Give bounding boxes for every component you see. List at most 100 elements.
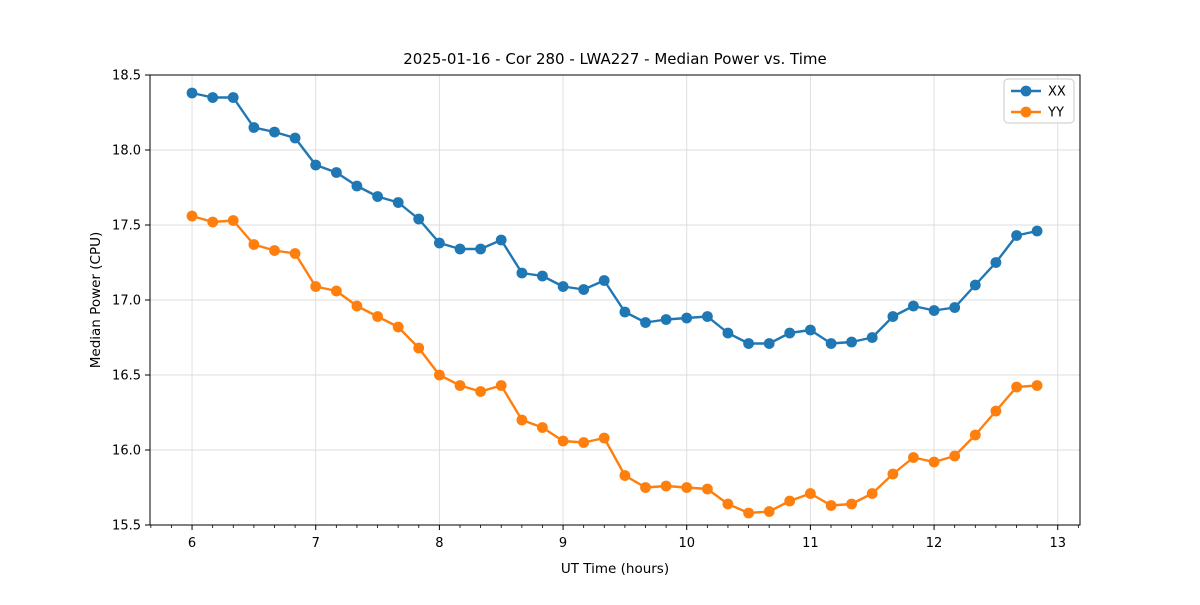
series-XX-marker bbox=[784, 327, 796, 339]
series-YY-marker bbox=[660, 480, 672, 492]
series-XX-marker bbox=[578, 284, 590, 295]
series-XX-marker bbox=[640, 317, 651, 328]
series-XX-marker bbox=[681, 312, 693, 324]
series-YY-marker bbox=[1011, 381, 1022, 393]
series-XX-marker bbox=[186, 87, 198, 99]
series-XX-marker bbox=[722, 327, 734, 339]
series-XX-marker bbox=[949, 302, 961, 313]
y-tick-label: 16.5 bbox=[112, 369, 141, 384]
y-tick-label: 17.0 bbox=[112, 294, 141, 309]
series-YY-marker bbox=[186, 210, 198, 222]
y-tick-label: 18.5 bbox=[112, 69, 141, 84]
legend: XX YY bbox=[1003, 78, 1075, 124]
series-XX-marker bbox=[537, 270, 548, 282]
series-YY-marker bbox=[578, 437, 590, 448]
series-YY-marker bbox=[372, 311, 383, 322]
series-YY-marker bbox=[825, 500, 837, 511]
series-YY-marker bbox=[454, 380, 466, 391]
series-YY-marker bbox=[227, 215, 239, 226]
series-YY-marker bbox=[475, 386, 486, 397]
x-tick-label: 7 bbox=[312, 536, 320, 551]
series-XX-marker bbox=[207, 92, 219, 103]
x-tick-label: 9 bbox=[559, 536, 567, 551]
series-XX-marker bbox=[475, 243, 486, 255]
series-XX-marker bbox=[372, 191, 383, 202]
x-tick-label: 12 bbox=[926, 536, 943, 551]
legend-label: XX bbox=[1048, 85, 1066, 100]
y-axis-label: Median Power (CPU) bbox=[88, 232, 104, 368]
legend-item-YY: YY bbox=[1011, 106, 1064, 121]
series-XX-marker bbox=[825, 338, 837, 349]
series-YY-marker bbox=[269, 245, 280, 256]
series-layer bbox=[186, 87, 1043, 519]
series-YY-marker bbox=[763, 506, 775, 517]
series-YY-marker bbox=[990, 405, 1002, 417]
series-YY-marker bbox=[866, 488, 878, 499]
series-XX-marker bbox=[805, 324, 816, 336]
grid-layer bbox=[150, 74, 1080, 526]
series-XX-marker bbox=[990, 257, 1002, 268]
series-YY-marker bbox=[598, 432, 610, 444]
series-XX-marker bbox=[557, 281, 569, 292]
series-YY-marker bbox=[207, 216, 219, 228]
series-YY-marker bbox=[495, 380, 507, 391]
series-YY-marker bbox=[619, 470, 631, 481]
legend-item-XX: XX bbox=[1011, 85, 1066, 100]
series-YY-marker bbox=[846, 498, 857, 510]
series-XX-marker bbox=[248, 122, 260, 133]
series-XX-marker bbox=[619, 306, 631, 318]
series-XX-marker bbox=[702, 311, 713, 322]
series-YY-marker bbox=[413, 342, 425, 354]
series-XX-marker bbox=[1011, 230, 1022, 241]
series-XX-marker bbox=[454, 243, 466, 255]
series-YY-marker bbox=[908, 452, 919, 463]
series-XX-marker bbox=[434, 237, 445, 249]
series-XX-marker bbox=[310, 159, 322, 171]
series-YY-marker bbox=[722, 498, 734, 510]
chart-title: 2025-01-16 - Cor 280 - LWA227 - Median P… bbox=[403, 50, 827, 68]
series-YY-marker bbox=[969, 429, 981, 441]
legend-label: YY bbox=[1047, 106, 1064, 121]
series-YY-marker bbox=[949, 450, 961, 462]
series-XX-marker bbox=[269, 126, 280, 138]
series-YY-marker bbox=[516, 414, 528, 426]
series-XX-marker bbox=[887, 311, 899, 322]
y-tick-label: 17.5 bbox=[112, 219, 141, 234]
x-tick-label: 8 bbox=[435, 536, 443, 551]
series-XX-marker bbox=[660, 314, 672, 325]
legend-marker-swatch bbox=[1020, 106, 1032, 118]
series-XX-marker bbox=[908, 300, 919, 312]
series-XX-marker bbox=[289, 132, 301, 144]
x-tick-label: 11 bbox=[802, 536, 819, 551]
series-YY-marker bbox=[640, 482, 651, 493]
axes-layer: 6 7 8 9 10 11 12 13 15.5 16.0 16.5 17.0 17.5 18.0 18.5 bbox=[112, 69, 1081, 551]
series-XX-marker bbox=[331, 167, 342, 178]
series-YY-marker bbox=[331, 285, 342, 297]
series-YY-marker bbox=[392, 321, 404, 333]
series-YY-marker bbox=[557, 435, 569, 447]
series-XX-marker bbox=[763, 338, 775, 349]
series-XX-marker bbox=[743, 338, 754, 349]
series-XX-marker bbox=[846, 336, 857, 348]
series-YY-marker bbox=[310, 281, 322, 292]
series-YY-marker bbox=[434, 369, 445, 381]
y-tick-label: 16.0 bbox=[112, 444, 141, 459]
y-tick-label: 15.5 bbox=[112, 519, 141, 534]
y-tick-label: 18.0 bbox=[112, 144, 141, 159]
x-tick-label: 13 bbox=[1049, 536, 1066, 551]
series-XX-marker bbox=[866, 332, 878, 343]
legend-marker-swatch bbox=[1020, 85, 1032, 97]
series-YY-marker bbox=[248, 239, 260, 250]
series-YY-marker bbox=[743, 507, 754, 519]
series-YY-marker bbox=[784, 495, 796, 507]
series-XX-marker bbox=[928, 305, 940, 316]
series-XX-marker bbox=[392, 197, 404, 208]
series-YY-marker bbox=[289, 248, 301, 259]
x-tick-label: 10 bbox=[678, 536, 695, 551]
series-YY-marker bbox=[805, 488, 816, 499]
series-YY-marker bbox=[351, 300, 363, 312]
series-XX-marker bbox=[516, 267, 528, 279]
series-YY-marker bbox=[887, 468, 899, 480]
series-XX-marker bbox=[413, 213, 425, 225]
